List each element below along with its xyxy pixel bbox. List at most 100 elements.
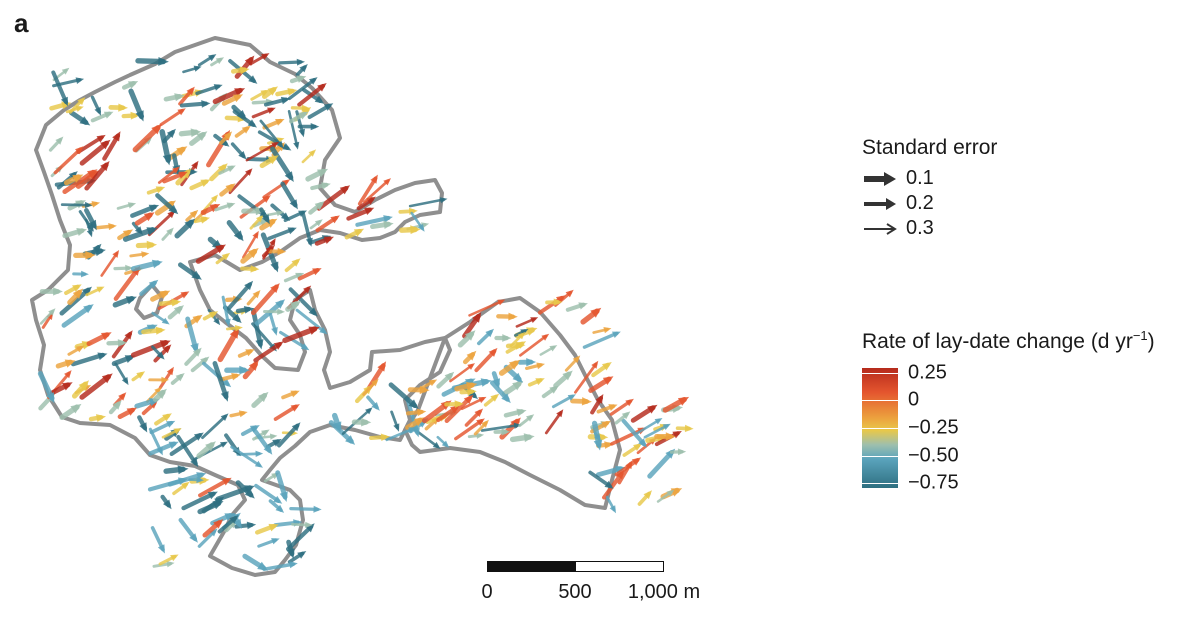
arrow-head <box>526 414 535 422</box>
scale-bar-black-segment <box>487 561 576 572</box>
arrow-head <box>86 223 94 232</box>
arrow-head <box>162 344 172 354</box>
arrow-head <box>168 441 179 450</box>
arrow-head <box>192 314 203 324</box>
arrow-head <box>166 227 174 236</box>
colorbar-label: −0.50 <box>908 444 959 467</box>
arrow-head <box>412 427 420 438</box>
arrow-head <box>135 110 144 122</box>
arrow-shaft <box>59 287 91 316</box>
arrow-head <box>567 394 576 401</box>
arrow-head <box>603 327 612 334</box>
arrow-head <box>196 131 208 141</box>
arrow-shaft <box>150 526 165 552</box>
arrow-head <box>297 551 307 559</box>
arrow-head <box>309 77 318 85</box>
arrow-shaft <box>242 233 259 259</box>
arrow-head <box>604 441 614 449</box>
arrow-head <box>53 287 63 296</box>
arrow-head <box>463 394 474 405</box>
arrow-shaft <box>254 300 284 326</box>
arrow-head <box>286 548 295 559</box>
arrow-shaft <box>544 411 563 435</box>
arrow-head <box>549 345 558 352</box>
arrow-shaft <box>212 361 229 400</box>
arrow-head <box>171 298 182 307</box>
arrow-head <box>604 480 614 489</box>
arrow-head <box>241 125 251 134</box>
scale-bar-label: 1,000 m <box>627 581 701 603</box>
colorbar <box>862 368 898 488</box>
arrow-shaft <box>253 342 282 363</box>
arrow-head <box>261 429 270 437</box>
arrow-head <box>161 317 170 325</box>
arrow-shaft <box>647 450 675 479</box>
arrow-head <box>481 419 489 428</box>
arrow-head <box>593 439 603 451</box>
arrow-head <box>155 326 166 335</box>
study-area-outline <box>30 36 622 577</box>
arrow-head <box>439 197 448 204</box>
arrow-head <box>602 362 612 371</box>
arrow-shaft <box>287 78 316 101</box>
arrow-head <box>91 201 101 208</box>
arrow-head <box>151 123 162 135</box>
arrow-head <box>296 58 305 66</box>
arrow-head <box>474 408 484 417</box>
arrow-shaft <box>460 397 485 411</box>
arrow-head <box>215 244 226 254</box>
arrow-head <box>621 411 631 420</box>
arrow-head <box>410 225 421 235</box>
arrow-shaft <box>51 70 68 104</box>
arrow-head <box>159 290 171 299</box>
arrow-head <box>280 96 291 105</box>
arrow-shaft <box>181 491 216 511</box>
arrow-shaft <box>250 284 279 316</box>
arrow-head <box>526 358 537 367</box>
arrow-head <box>273 495 283 504</box>
arrow-head <box>321 182 331 190</box>
arrow-shaft <box>132 125 161 153</box>
arrow-shaft <box>454 419 483 441</box>
arrow-head <box>466 350 477 361</box>
arrow-head <box>317 83 327 92</box>
arrow-head <box>192 347 202 357</box>
panel-label: a <box>14 8 29 38</box>
arrow-head <box>233 230 244 242</box>
arrow-head <box>468 389 478 400</box>
arrow-shaft <box>449 364 474 383</box>
arrow-head <box>213 519 224 529</box>
rate-legend-title: Rate of lay-date change (d yr−1) <box>862 328 1155 354</box>
arrow-shaft <box>185 316 199 352</box>
arrow-shaft <box>551 394 574 409</box>
arrow-shaft <box>251 322 276 350</box>
arrow-head <box>244 485 255 494</box>
arrow-head <box>101 373 113 384</box>
arrow-shaft <box>79 374 112 400</box>
arrow-head <box>75 77 85 84</box>
arrow-shaft <box>643 424 669 439</box>
arrow-head <box>269 238 276 247</box>
arrow-head <box>464 330 476 341</box>
arrow-head <box>100 161 110 172</box>
arrow-shaft <box>217 329 239 363</box>
arrow-shaft <box>282 326 318 344</box>
arrow-head <box>96 286 105 293</box>
colorbar-tick <box>862 428 898 429</box>
arrow-head <box>276 140 284 149</box>
arrow-head <box>85 201 93 209</box>
arrow-head <box>267 86 278 96</box>
arrow-head <box>371 378 379 387</box>
arrow-head <box>261 53 270 60</box>
arrow-head <box>127 202 137 209</box>
arrow-head <box>417 408 427 417</box>
arrow-head <box>175 373 185 382</box>
arrow-head <box>541 333 550 341</box>
arrow-medium-icon <box>864 197 896 210</box>
map <box>30 36 694 577</box>
arrow-shaft <box>226 282 252 311</box>
arrow-head <box>271 538 280 545</box>
arrow-head <box>319 326 328 335</box>
arrow-head <box>289 199 298 210</box>
arrow-shaft <box>468 299 504 317</box>
